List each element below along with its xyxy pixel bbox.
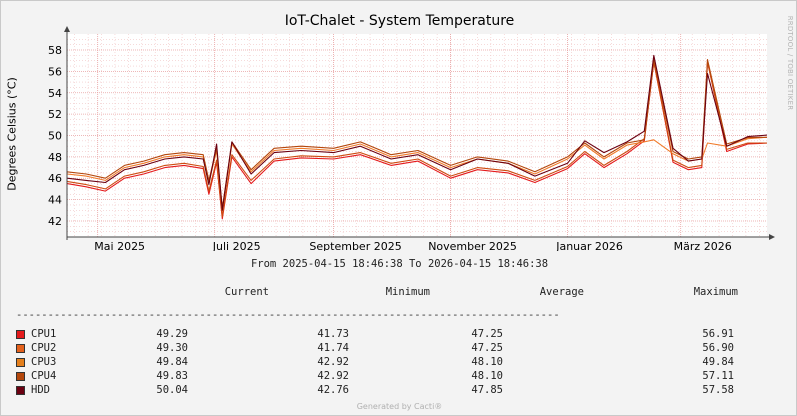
time-range-text: From 2025-04-15 18:46:38 To 2026-04-15 1…: [250, 258, 549, 270]
legend-name: CPU3: [31, 356, 57, 368]
y-tick-label: 52: [48, 108, 62, 121]
legend-maximum: 57.58: [702, 384, 734, 396]
legend-name: HDD: [31, 384, 50, 396]
header-current: Current: [224, 286, 269, 298]
legend-swatch-cpu1: [16, 330, 25, 339]
y-tick-label: 50: [48, 130, 62, 143]
legend-average: 47.25: [471, 328, 503, 340]
x-tick-label: September 2025: [309, 240, 401, 251]
legend-minimum: 41.73: [317, 328, 349, 340]
temperature-chart: 42 44 46 48 50 52 54 56 58 Mai 2025 Juli 2025 Septe…: [48, 26, 775, 251]
series-line-cpu2: [66, 61, 767, 218]
y-tick-label: 48: [48, 151, 62, 164]
chart-title: IoT-Chalet - System Temperature: [284, 13, 515, 29]
legend-current: 49.29: [156, 328, 188, 340]
y-tick-label: 44: [48, 194, 62, 207]
y-tick-label: 56: [48, 65, 62, 78]
legend-divider: ----------------------------------------…: [16, 309, 560, 321]
y-axis-arrow: [64, 26, 70, 32]
legend-maximum: 56.90: [702, 342, 734, 354]
x-tick-label: Mai 2025: [94, 240, 145, 251]
legend-average: 48.10: [471, 370, 503, 382]
legend-swatch-cpu2: [16, 344, 25, 353]
header-minimum: Minimum: [385, 286, 430, 298]
legend-average: 47.25: [471, 342, 503, 354]
legend-minimum: 42.92: [317, 356, 349, 368]
legend-minimum: 41.74: [317, 342, 349, 354]
legend-name: CPU1: [31, 328, 57, 340]
legend-average: 48.10: [471, 356, 503, 368]
x-axis-arrow: [769, 234, 775, 240]
legend-maximum: 57.11: [702, 370, 734, 382]
legend-minimum: 42.92: [317, 370, 349, 382]
legend-swatch-hdd: [16, 386, 25, 395]
legend-minimum: 42.76: [317, 384, 349, 396]
header-maximum: Maximum: [693, 286, 738, 298]
generated-by-footer: Generated by Cacti®: [356, 402, 443, 411]
legend-name: CPU4: [31, 370, 57, 382]
x-tick-label: November 2025: [428, 240, 517, 251]
legend-current: 49.83: [156, 370, 188, 382]
x-tick-label: März 2026: [674, 240, 732, 251]
y-tick-label: 58: [48, 44, 62, 57]
series-line-hdd: [66, 54, 768, 211]
legend-name: CPU2: [31, 342, 57, 354]
series-line-cpu3: [66, 136, 768, 211]
legend-swatch-cpu4: [16, 372, 25, 381]
y-tick-label: 54: [48, 87, 62, 100]
y-tick-label: 42: [48, 215, 62, 228]
legend-current: 50.04: [156, 384, 188, 396]
legend-current: 49.84: [156, 356, 188, 368]
header-average: Average: [539, 286, 584, 298]
series-line-cpu4: [66, 59, 768, 209]
x-tick-label: Januar 2026: [555, 240, 623, 251]
legend-maximum: 49.84: [702, 356, 734, 368]
legend-maximum: 56.91: [702, 328, 734, 340]
legend-current: 49.30: [156, 342, 188, 354]
x-tick-label: Juli 2025: [212, 240, 261, 251]
y-tick-label: 46: [48, 172, 62, 185]
legend-swatch-cpu3: [16, 358, 25, 367]
legend-average: 47.85: [471, 384, 503, 396]
series-line-cpu1: [66, 61, 768, 220]
